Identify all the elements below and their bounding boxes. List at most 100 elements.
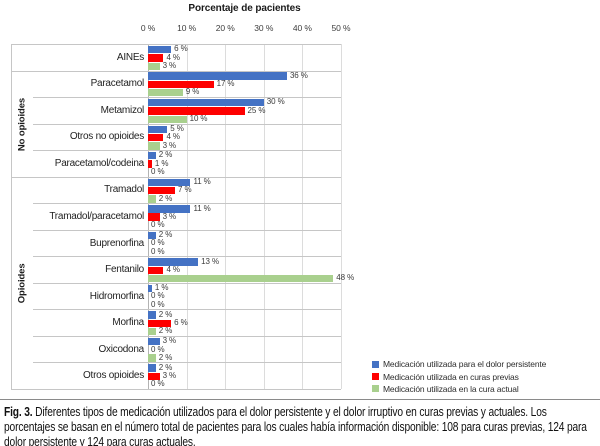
bar-value-label: 2 %: [158, 193, 173, 203]
row-separator: [33, 97, 341, 99]
bar-value-label: 0 %: [151, 299, 165, 309]
bar-actual: [148, 62, 160, 70]
category-label: Fentanilo: [105, 264, 144, 276]
bar-value-label: 0 %: [151, 291, 165, 301]
bar-persistente: [148, 152, 156, 160]
bar-value-label: 2 %: [158, 309, 173, 319]
bar-value-label: 7 %: [178, 185, 192, 195]
bar-persistente: [148, 98, 264, 107]
bar-value-label: 3 %: [162, 60, 177, 70]
category-label: AINEs: [116, 51, 144, 63]
bar-value-label: 4 %: [166, 264, 180, 274]
category-label: Metamizol: [100, 104, 145, 116]
bar-actual: [148, 89, 183, 97]
bar-persistente: [148, 231, 156, 240]
caption-label: Fig. 3.: [4, 404, 33, 419]
bar-value-label: 36 %: [289, 70, 308, 80]
bar-persistente: [148, 337, 160, 346]
category-label: Oxicodona: [98, 343, 144, 355]
x-tick-label: 20 %: [215, 23, 235, 33]
bar-value-label: 3 %: [162, 336, 177, 346]
bar-value-label: 5 %: [170, 123, 184, 133]
bar-actual: [148, 115, 187, 123]
category-label: Otros no opioides: [69, 131, 144, 143]
row-separator: [33, 256, 341, 258]
bar-actual: [148, 195, 156, 203]
medication-bar-chart: Porcentaje de pacientes Medicación utili…: [11, 3, 546, 395]
bar-previas: [148, 160, 152, 168]
bar-previas: [148, 186, 176, 195]
bar-value-label: 0 %: [151, 167, 165, 177]
group-separator: [11, 70, 341, 72]
category-label: Hidromorfina: [89, 290, 145, 302]
caption-text: Diferentes tipos de medicación utilizado…: [4, 404, 587, 446]
gridline: [225, 44, 227, 389]
bar-value-label: 17 %: [216, 79, 235, 89]
bar-previas: [148, 266, 164, 274]
bar-value-label: 2 %: [158, 150, 173, 160]
row-separator: [33, 229, 341, 231]
bar-value-label: 0 %: [151, 220, 165, 230]
bar-value-label: 30 %: [266, 97, 285, 107]
category-label: Paracetamol/codeina: [54, 157, 144, 169]
bar-value-label: 25 %: [247, 105, 266, 115]
bar-value-label: 48 %: [336, 273, 355, 283]
bar-previas: [148, 319, 172, 327]
legend-swatch-actual: [372, 385, 379, 393]
bar-value-label: 1 %: [154, 283, 169, 293]
plot-left-border: [11, 44, 12, 389]
bar-value-label: 2 %: [158, 326, 173, 336]
category-label: Otros opioides: [83, 370, 144, 382]
legend-swatch-previas: [372, 373, 379, 381]
figure-caption: Fig. 3. Diferentes tipos de medicación u…: [4, 404, 598, 446]
bar-persistente: [148, 45, 172, 54]
category-label: Tramadol/paracetamol: [49, 211, 144, 222]
row-separator: [33, 150, 341, 152]
bar-value-label: 4 %: [166, 52, 180, 62]
bar-persistente: [148, 311, 156, 319]
category-label: Paracetamol: [90, 78, 145, 90]
bar-previas: [148, 213, 160, 221]
bar-value-label: 0 %: [151, 344, 165, 354]
legend: Medicación utilizada para el dolor persi…: [372, 358, 546, 395]
bar-value-label: 3 %: [162, 371, 177, 381]
bar-previas: [148, 107, 245, 115]
bar-persistente: [148, 205, 191, 213]
bar-persistente: [148, 258, 199, 266]
legend-row: Medicación utilizada en la cura actual: [372, 383, 546, 395]
bar-actual: [148, 327, 156, 336]
x-tick-label: 0 %: [140, 23, 156, 33]
legend-row: Medicación utilizada en curas previas: [372, 370, 546, 382]
legend-swatch-persistente: [372, 360, 379, 368]
bar-persistente: [148, 72, 287, 80]
bar-value-label: 2 %: [158, 362, 173, 372]
category-label: Morfina: [112, 317, 144, 329]
x-tick-label: 40 %: [292, 23, 312, 33]
bar-persistente: [148, 284, 152, 293]
bar-persistente: [148, 178, 191, 186]
legend-row: Medicación utilizada para el dolor persi…: [372, 358, 546, 370]
bar-value-label: 0 %: [151, 379, 165, 389]
gridline: [302, 44, 304, 389]
bar-actual: [148, 142, 160, 150]
bar-value-label: 11 %: [193, 176, 211, 186]
bar-value-label: 1 %: [154, 158, 169, 168]
bar-value-label: 3 %: [162, 211, 177, 221]
bar-value-label: 6 %: [174, 317, 188, 327]
bar-persistente: [148, 364, 156, 372]
row-group-label: No opioides: [16, 96, 28, 151]
row-separator: [33, 282, 341, 284]
bar-actual: [148, 274, 334, 283]
bar-value-label: 0 %: [151, 246, 165, 256]
bar-value-label: 4 %: [166, 132, 180, 142]
bar-value-label: 13 %: [201, 256, 220, 266]
x-tick-label: 30 %: [254, 23, 274, 33]
gridline: [341, 44, 342, 389]
bar-value-label: 2 %: [158, 230, 173, 240]
bar-previas: [148, 133, 164, 142]
bar-value-label: 11 %: [193, 203, 211, 213]
group-separator: [11, 176, 341, 178]
group-separator: [11, 389, 341, 390]
gridline: [186, 44, 188, 389]
